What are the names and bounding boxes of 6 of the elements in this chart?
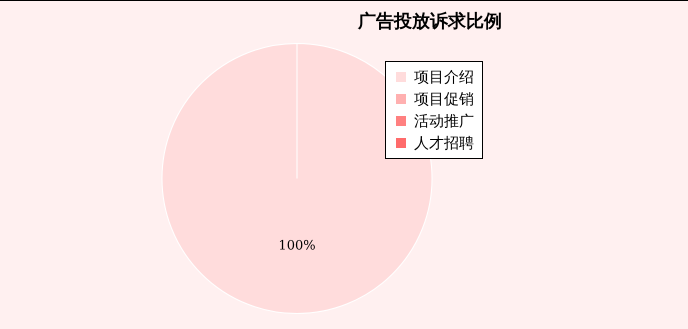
legend-label: 活动推广 xyxy=(414,111,474,132)
legend-label: 人才招聘 xyxy=(414,133,474,154)
chart-title: 广告投放诉求比例 xyxy=(356,10,503,33)
legend-label: 项目介绍 xyxy=(414,67,474,88)
legend-label: 项目促销 xyxy=(414,89,474,110)
data-label: 100% xyxy=(278,238,316,254)
